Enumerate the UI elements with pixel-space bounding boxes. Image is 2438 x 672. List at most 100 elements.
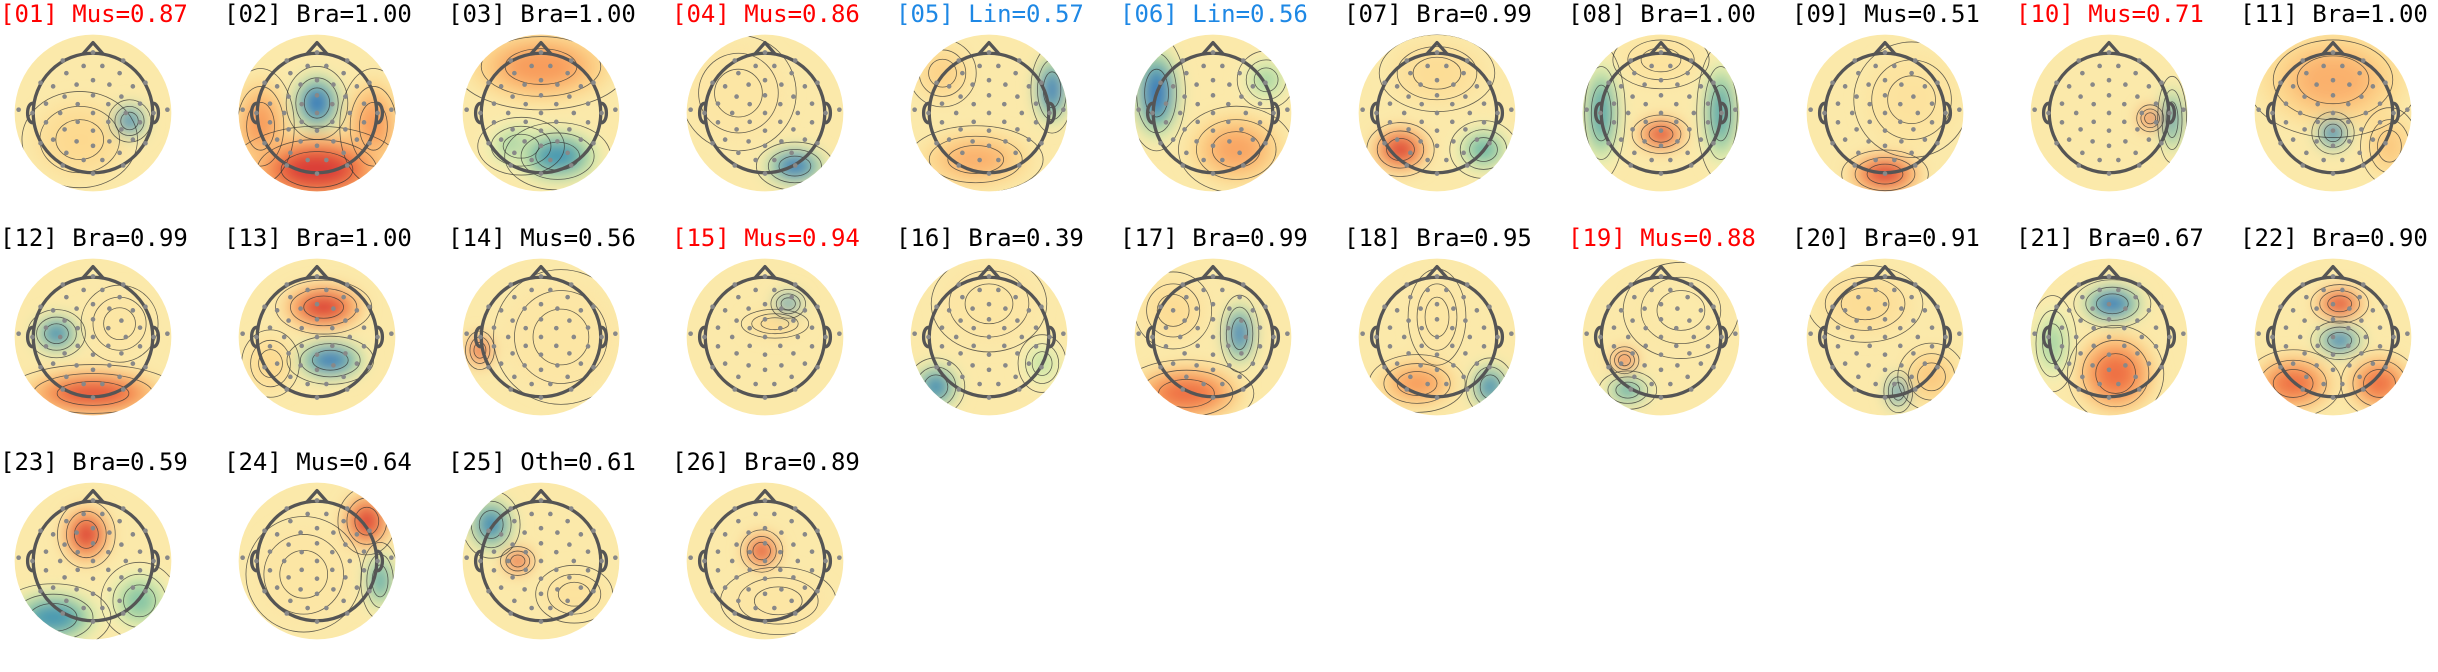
contour-line xyxy=(349,86,396,167)
contour-line xyxy=(698,52,779,134)
electrode-dot xyxy=(702,558,707,564)
field-blob xyxy=(538,143,577,169)
electrode-dot xyxy=(747,325,753,331)
electrode-dot xyxy=(977,287,982,293)
electrode-dot xyxy=(732,58,738,63)
electrode-dot xyxy=(117,598,122,604)
electrode-dot xyxy=(2153,120,2159,125)
contour-line xyxy=(930,258,1048,353)
electrode-dot xyxy=(1463,94,1468,99)
electrode-dot xyxy=(722,308,728,313)
electrode-dot xyxy=(1912,163,1918,168)
electrode-dot xyxy=(538,171,544,176)
electrode-dot xyxy=(538,128,544,133)
electrode-dot xyxy=(762,498,768,503)
electrode-dot xyxy=(986,301,992,307)
electrode-dot xyxy=(772,381,777,387)
electrode-dot xyxy=(538,334,544,340)
electrode-dot xyxy=(591,588,596,594)
electrode-dot xyxy=(791,575,796,580)
electrode-dot xyxy=(2078,127,2083,132)
component-label: [11] Bra=1.00 xyxy=(2240,0,2428,28)
electrode-dot xyxy=(1434,110,1440,116)
electrode-dot xyxy=(288,294,293,300)
electrode-dot xyxy=(1033,325,1039,330)
electrode-dot xyxy=(1001,119,1007,125)
electrode-dot xyxy=(2080,374,2085,380)
electrode-dot xyxy=(789,294,794,300)
electrode-dot xyxy=(578,361,584,366)
electrode-dot xyxy=(344,282,350,287)
electrode-dot xyxy=(314,619,320,624)
electrode-dot xyxy=(512,518,517,524)
electrode-dot xyxy=(344,506,350,511)
right-ear xyxy=(1942,325,1953,349)
electrode-dot xyxy=(1449,343,1455,349)
electrode-dot xyxy=(2370,84,2376,89)
field-blob xyxy=(356,508,378,534)
electrode-dot xyxy=(522,587,527,592)
electrode-dot xyxy=(299,549,305,555)
electrode-dot xyxy=(1658,77,1664,83)
electrode-dot xyxy=(267,325,273,330)
topomap xyxy=(462,34,620,192)
electrode-dot xyxy=(240,331,245,337)
electrode-dot xyxy=(343,575,348,580)
electrode-dot xyxy=(956,163,962,168)
contour-line xyxy=(1887,75,1936,125)
component-label: [07] Bra=0.99 xyxy=(1344,0,1532,28)
electrode-dot xyxy=(286,94,291,99)
electrode-dot xyxy=(2340,157,2345,163)
electrode-dot xyxy=(1688,58,1694,63)
electrode-dot xyxy=(1882,50,1888,55)
field-blob xyxy=(480,512,502,537)
contour-line xyxy=(1376,130,1425,169)
electrode-dot xyxy=(1705,120,1711,125)
electrode-dot xyxy=(762,50,768,55)
electrode-dot xyxy=(1873,157,1878,163)
left-ear xyxy=(249,325,260,349)
electrode-dot xyxy=(986,128,992,133)
topomap xyxy=(1134,258,1292,416)
electrode-dot xyxy=(1835,344,1841,349)
electrode-dot xyxy=(1225,343,1231,349)
component-label: [12] Bra=0.99 xyxy=(0,224,188,252)
electrode-dot xyxy=(2304,294,2309,300)
electrode-dot xyxy=(1220,287,1225,293)
electrode-dot xyxy=(789,518,794,524)
contour-line xyxy=(1614,350,1635,370)
nose xyxy=(1425,40,1449,56)
electrode-dot xyxy=(107,363,112,368)
electrode-dot xyxy=(30,334,35,340)
electrode-dot xyxy=(1210,171,1216,176)
electrode-dot xyxy=(1642,82,1647,87)
electrode-dot xyxy=(137,101,143,106)
electrode-dot xyxy=(815,140,820,146)
electrode-dot xyxy=(1444,287,1449,293)
electrode-dot xyxy=(344,611,350,616)
electrode-dot xyxy=(1487,364,1492,370)
electrode-dot xyxy=(288,374,293,380)
electrode-dot xyxy=(1394,361,1400,366)
electrode-dot xyxy=(329,343,335,349)
electrode-dot xyxy=(1649,287,1654,293)
electrode-dot xyxy=(523,101,529,107)
contour-line xyxy=(250,339,291,388)
electrode-dot xyxy=(1698,361,1704,366)
electrode-dot xyxy=(1630,351,1635,356)
electrode-dot xyxy=(2330,352,2336,357)
electrode-dot xyxy=(732,282,738,287)
electrode-dot xyxy=(2345,119,2351,125)
electrode-dot xyxy=(1387,325,1393,330)
electrode-dot xyxy=(1434,171,1440,176)
contour-line xyxy=(2095,293,2129,315)
electrode-dot xyxy=(2300,387,2306,392)
electrode-dot xyxy=(1658,128,1664,133)
electrode-dot xyxy=(1830,140,1835,146)
electrode-dot xyxy=(74,306,79,311)
electrode-dot xyxy=(1912,282,1918,287)
electrode-dot xyxy=(1463,351,1468,356)
electrode-dot xyxy=(529,381,534,387)
electrode-dot xyxy=(1461,70,1466,76)
